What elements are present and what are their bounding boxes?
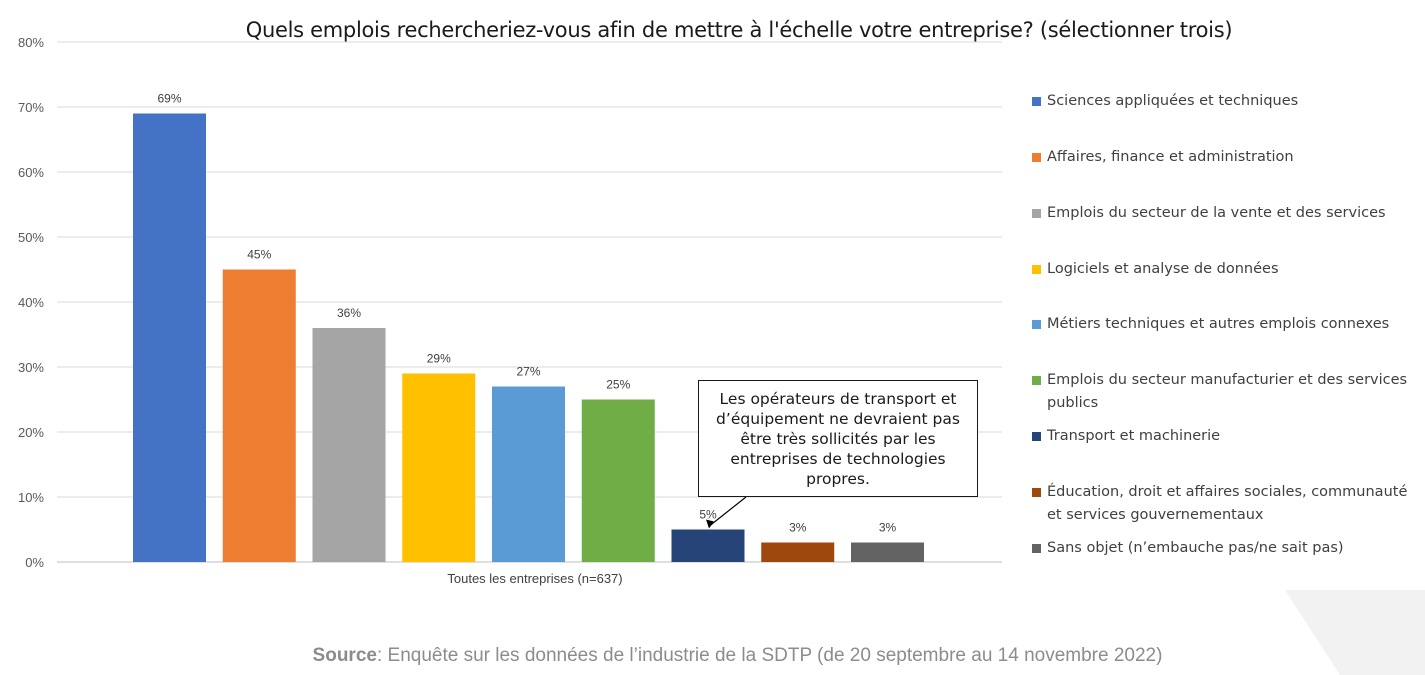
- legend-label: Sciences appliquées et techniques: [1047, 93, 1299, 109]
- y-tick-label: 20%: [18, 425, 44, 440]
- data-label: 5%: [699, 508, 717, 522]
- bars: [133, 113, 924, 562]
- y-tick-label: 80%: [18, 35, 44, 50]
- legend-item: Sciences appliquées et techniques: [1032, 90, 1422, 113]
- bar: [312, 328, 386, 562]
- y-tick-label: 70%: [18, 100, 44, 115]
- data-label: 3%: [879, 521, 897, 535]
- y-tick-label: 10%: [18, 490, 44, 505]
- legend-swatch: [1032, 153, 1041, 162]
- data-label: 29%: [427, 352, 451, 366]
- legend-swatch: [1032, 488, 1041, 497]
- legend-item: Transport et machinerie: [1032, 425, 1422, 448]
- bar: [222, 269, 296, 562]
- bar: [402, 373, 476, 562]
- x-axis-category-label: Toutes les entreprises (n=637): [447, 571, 622, 586]
- legend-item: Affaires, finance et administration: [1032, 146, 1422, 169]
- legend-item: Éducation, droit et affaires sociales, c…: [1032, 481, 1422, 527]
- data-label: 36%: [337, 306, 361, 320]
- legend-item: Logiciels et analyse de données: [1032, 258, 1422, 281]
- annotation-callout: Les opérateurs de transport et d’équipem…: [698, 380, 978, 497]
- legend-swatch: [1032, 544, 1041, 553]
- data-label: 69%: [157, 92, 181, 106]
- legend-item: Métiers techniques et autres emplois con…: [1032, 313, 1422, 336]
- data-labels: 69% 45% 36% 29% 27% 25% 5% 3% 3%: [157, 92, 896, 535]
- y-tick-label: 50%: [18, 230, 44, 245]
- legend-swatch: [1032, 265, 1041, 274]
- legend-swatch: [1032, 376, 1041, 385]
- annotation-text: Les opérateurs de transport et d’équipem…: [716, 389, 960, 488]
- legend-label: Éducation, droit et affaires sociales, c…: [1047, 484, 1408, 523]
- y-tick-label: 30%: [18, 360, 44, 375]
- source-text: : Enquête sur les données de l’industrie…: [376, 645, 1163, 666]
- legend-item: Sans objet (n’embauche pas/ne sait pas): [1032, 537, 1422, 560]
- bar: [492, 386, 565, 562]
- legend-label: Sans objet (n’embauche pas/ne sait pas): [1047, 540, 1344, 556]
- decorative-corner-shape: [1285, 590, 1425, 675]
- source-note: Source: Enquête sur les données de l’ind…: [0, 645, 1425, 667]
- legend-label: Logiciels et analyse de données: [1047, 261, 1279, 277]
- y-tick-label: 60%: [18, 165, 44, 180]
- bar: [761, 542, 835, 562]
- data-label: 45%: [247, 248, 271, 262]
- bar-chart: 0% 10% 20% 30% 40% 50% 60% 70% 80% 69% 45% 36% 29% 2…: [18, 35, 1002, 586]
- y-axis-tick-labels: 0% 10% 20% 30% 40% 50% 60% 70% 80%: [18, 35, 44, 570]
- legend-label: Affaires, finance et administration: [1047, 149, 1294, 165]
- chart-title: Quels emplois rechercheriez-vous afin de…: [245, 18, 1233, 42]
- data-label: 25%: [606, 378, 630, 392]
- legend-item: Emplois du secteur de la vente et des se…: [1032, 202, 1422, 225]
- annotation-arrow: [709, 496, 747, 526]
- legend-label: Emplois du secteur de la vente et des se…: [1047, 205, 1386, 221]
- bar: [133, 113, 206, 562]
- legend-label: Transport et machinerie: [1047, 428, 1221, 444]
- y-tick-label: 0%: [25, 555, 44, 570]
- data-label: 3%: [789, 521, 807, 535]
- bar: [851, 542, 924, 562]
- legend-label: Emplois du secteur manufacturier et des …: [1047, 372, 1408, 411]
- legend-swatch: [1032, 209, 1041, 218]
- bar: [671, 529, 745, 562]
- legend-label: Métiers techniques et autres emplois con…: [1047, 316, 1390, 332]
- annotation-arrowhead: [706, 519, 714, 529]
- source-label: Source: [312, 645, 377, 666]
- data-label: 27%: [516, 365, 540, 379]
- legend-item: Emplois du secteur manufacturier et des …: [1032, 369, 1422, 415]
- bar: [581, 399, 655, 562]
- legend-swatch: [1032, 97, 1041, 106]
- legend-swatch: [1032, 320, 1041, 329]
- y-tick-label: 40%: [18, 295, 44, 310]
- legend-swatch: [1032, 432, 1041, 441]
